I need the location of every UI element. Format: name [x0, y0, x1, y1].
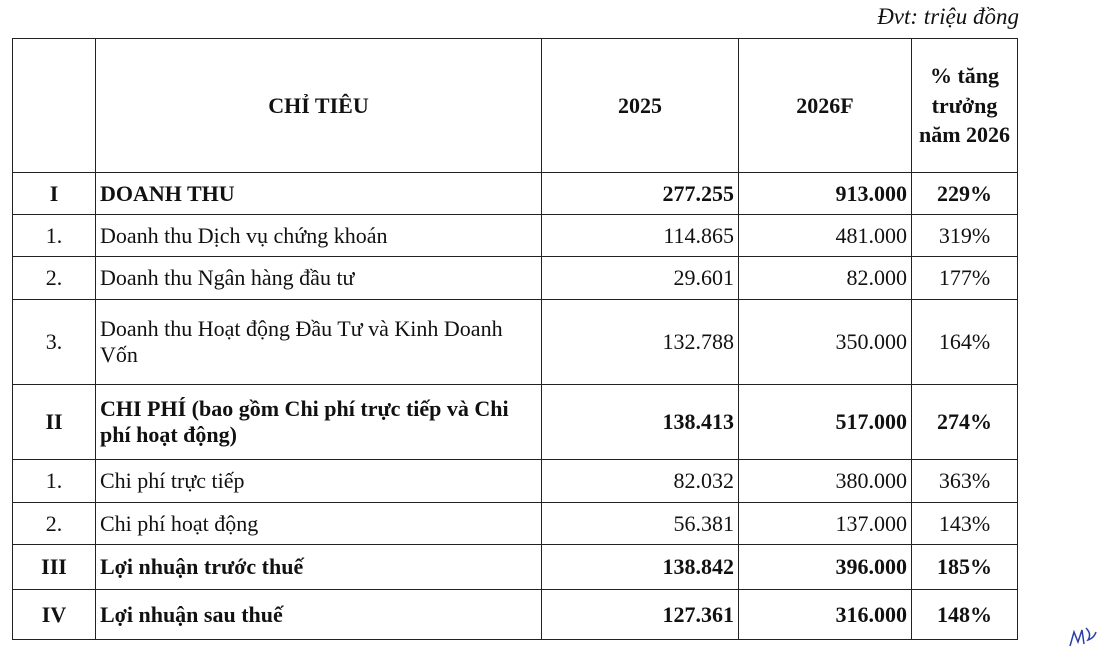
table-row: 1. Chi phí trực tiếp 82.032 380.000 363% — [12, 459, 1018, 503]
value-2026f: 316.000 — [738, 589, 912, 640]
value-2025: 56.381 — [541, 502, 739, 545]
row-label: Doanh thu Hoạt động Đầu Tư và Kinh Doanh… — [95, 299, 542, 385]
growth-percent: 164% — [911, 299, 1018, 385]
value-2026f: 913.000 — [738, 172, 912, 215]
row-label: Doanh thu Ngân hàng đầu tư — [95, 256, 542, 300]
growth-percent: 185% — [911, 544, 1018, 590]
row-number: 1. — [12, 459, 96, 503]
table-row: IV Lợi nhuận sau thuế 127.361 316.000 148% — [12, 589, 1018, 640]
value-2026f: 396.000 — [738, 544, 912, 590]
header-row: CHỈ TIÊU 2025 2026F % tăng trưởng năm 20… — [12, 38, 1018, 173]
growth-percent: 177% — [911, 256, 1018, 300]
row-number: II — [12, 384, 96, 460]
value-2026f: 517.000 — [738, 384, 912, 460]
value-2026f: 380.000 — [738, 459, 912, 503]
value-2025: 82.032 — [541, 459, 739, 503]
row-number: IV — [12, 589, 96, 640]
table-row: 3. Doanh thu Hoạt động Đầu Tư và Kinh Doa… — [12, 299, 1018, 385]
financial-plan-table: CHỈ TIÊU 2025 2026F % tăng trưởng năm 20… — [12, 38, 1018, 640]
row-label: Chi phí hoạt động — [95, 502, 542, 545]
value-2025: 132.788 — [541, 299, 739, 385]
value-2025: 127.361 — [541, 589, 739, 640]
row-number: I — [12, 172, 96, 215]
value-2025: 114.865 — [541, 214, 739, 257]
row-label: Lợi nhuận sau thuế — [95, 589, 542, 640]
row-number: III — [12, 544, 96, 590]
header-indicator: CHỈ TIÊU — [95, 38, 542, 173]
unit-label: Đvt: triệu đồng — [877, 4, 1019, 29]
table-row: II CHI PHÍ (bao gồm Chi phí trực tiếp và … — [12, 384, 1018, 460]
growth-percent: 148% — [911, 589, 1018, 640]
value-2026f: 350.000 — [738, 299, 912, 385]
table-row: 2. Chi phí hoạt động 56.381 137.000 143% — [12, 502, 1018, 545]
row-number: 1. — [12, 214, 96, 257]
row-label: Lợi nhuận trước thuế — [95, 544, 542, 590]
value-2026f: 481.000 — [738, 214, 912, 257]
table-row: 2. Doanh thu Ngân hàng đầu tư 29.601 82.000… — [12, 256, 1018, 300]
growth-percent: 363% — [911, 459, 1018, 503]
row-number: 2. — [12, 502, 96, 545]
value-2025: 138.413 — [541, 384, 739, 460]
table-row: 1. Doanh thu Dịch vụ chứng khoán 114.865 48… — [12, 214, 1018, 257]
row-number: 3. — [12, 299, 96, 385]
value-2026f: 137.000 — [738, 502, 912, 545]
row-label: CHI PHÍ (bao gồm Chi phí trực tiếp và Ch… — [95, 384, 542, 460]
header-no — [12, 38, 96, 173]
growth-percent: 274% — [911, 384, 1018, 460]
header-2026f: 2026F — [738, 38, 912, 173]
handwritten-initials — [1069, 627, 1097, 647]
growth-percent: 319% — [911, 214, 1018, 257]
row-label: DOANH THU — [95, 172, 542, 215]
value-2025: 29.601 — [541, 256, 739, 300]
value-2025: 277.255 — [541, 172, 739, 215]
growth-percent: 143% — [911, 502, 1018, 545]
growth-percent: 229% — [911, 172, 1018, 215]
value-2025: 138.842 — [541, 544, 739, 590]
row-label: Doanh thu Dịch vụ chứng khoán — [95, 214, 542, 257]
row-number: 2. — [12, 256, 96, 300]
header-2025: 2025 — [541, 38, 739, 173]
header-growth: % tăng trưởng năm 2026 — [911, 38, 1018, 173]
table-row: I DOANH THU 277.255 913.000 229% — [12, 172, 1018, 215]
value-2026f: 82.000 — [738, 256, 912, 300]
row-label: Chi phí trực tiếp — [95, 459, 542, 503]
table-row: III Lợi nhuận trước thuế 138.842 396.000 185… — [12, 544, 1018, 590]
